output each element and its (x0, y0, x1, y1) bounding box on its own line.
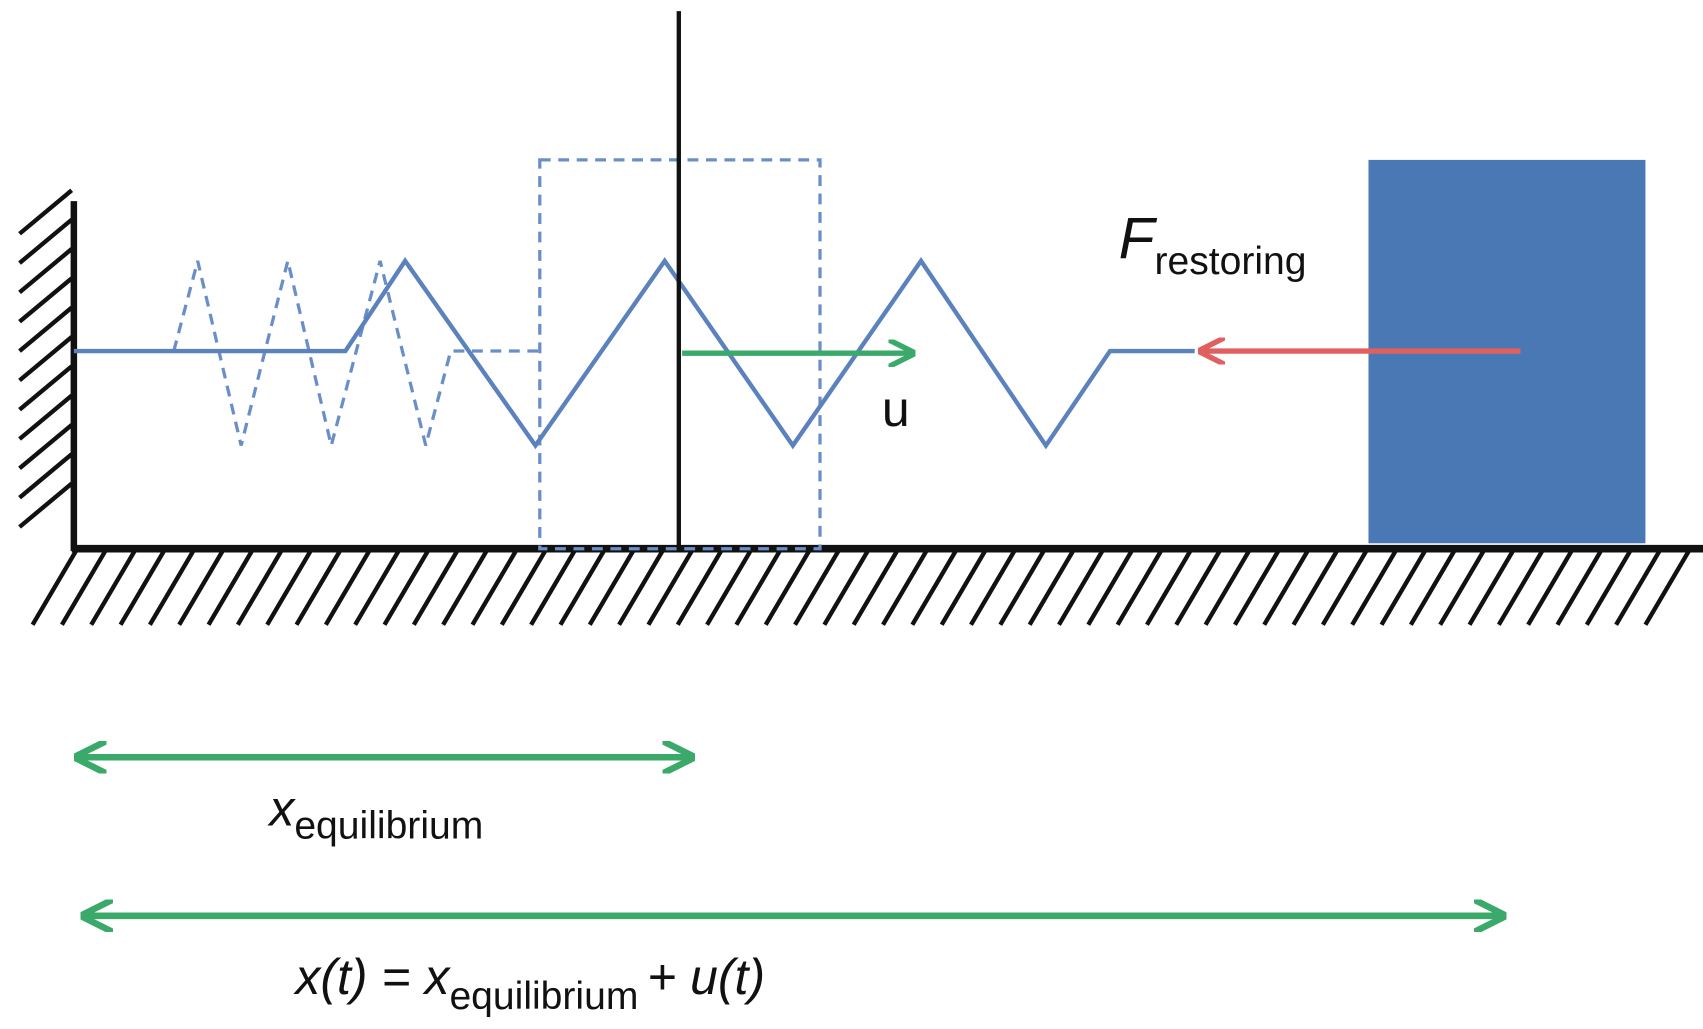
hatch-line (1145, 549, 1193, 626)
hatch-line (294, 549, 342, 626)
hatch-line (235, 549, 284, 626)
hatching (18, 188, 1691, 626)
hatch-line (675, 549, 724, 626)
hatch-line (763, 549, 812, 626)
spring (73, 257, 1195, 450)
hatch-line (1438, 549, 1486, 626)
hatch-line (1379, 549, 1427, 626)
hatch-line (470, 549, 518, 626)
hatch-line (18, 335, 74, 383)
hatch-line (148, 549, 196, 626)
hatch-line (1262, 549, 1310, 626)
hatch-line (1233, 549, 1281, 626)
hatch-line (851, 549, 899, 626)
equilibrium-label: xequilibrium (267, 781, 483, 848)
hatch-line (734, 549, 782, 626)
hatch-line (705, 549, 753, 626)
force-label: Frestoring (1119, 207, 1307, 283)
hatch-line (881, 549, 929, 626)
hatch-line (822, 549, 870, 626)
equilibrium-symbol: x (267, 781, 296, 837)
hatch-line (939, 549, 987, 626)
hatch-line (18, 247, 74, 295)
hatch-line (89, 549, 137, 626)
position-lhs: x(t) = x (293, 949, 451, 1005)
hatch-line (998, 549, 1046, 626)
displacement-label: u (882, 381, 910, 437)
hatch-line (353, 549, 401, 626)
hatch-line (411, 549, 460, 626)
hatch-line (18, 393, 74, 441)
hatch-line (177, 549, 225, 626)
position-subscript: equilibrium (449, 975, 638, 1018)
hatch-line (1320, 549, 1369, 626)
hatch-line (1086, 549, 1134, 626)
position-rhs: + u(t) (647, 949, 765, 1005)
hatch-line (1584, 549, 1633, 626)
hatch-line (265, 549, 313, 626)
hatch-line (1408, 549, 1457, 626)
hatch-line (646, 549, 694, 626)
hatch-line (1643, 549, 1691, 626)
force-subscript: restoring (1154, 240, 1306, 283)
hatch-line (617, 549, 665, 626)
hatch-line (60, 549, 108, 626)
hatch-line (558, 549, 606, 626)
hatch-line (18, 276, 74, 324)
hatch-line (1203, 549, 1251, 626)
hatch-line (1115, 549, 1163, 626)
equilibrium-subscript: equilibrium (294, 805, 483, 848)
hatch-line (587, 549, 636, 626)
hatch-line (18, 481, 74, 529)
hatch-line (18, 305, 74, 353)
hatch-line (1526, 549, 1574, 626)
hatch-line (18, 452, 74, 500)
hatch-line (1174, 549, 1222, 626)
hatch-line (1467, 549, 1515, 626)
hatch-line (441, 549, 489, 626)
hatch-line (323, 549, 372, 626)
position-label: x(t) = xequilibrium + u(t) (293, 949, 765, 1018)
hatch-line (18, 188, 74, 236)
hatch-line (118, 549, 166, 626)
hatch-line (18, 364, 74, 412)
equilibrium-spring (172, 260, 540, 446)
hatch-line (1350, 549, 1398, 626)
hatch-line (793, 549, 841, 626)
hatch-line (969, 549, 1017, 626)
hatch-line (382, 549, 430, 626)
hatch-line (18, 423, 74, 471)
hatch-line (499, 549, 548, 626)
hatch-line (30, 549, 78, 626)
hatch-line (1496, 549, 1545, 626)
hatch-line (910, 549, 958, 626)
hatch-line (206, 549, 254, 626)
hatch-line (529, 549, 577, 626)
hatch-line (1027, 549, 1075, 626)
hatch-line (18, 217, 74, 265)
force-symbol: F (1119, 207, 1158, 272)
hatch-line (1614, 549, 1662, 626)
hatch-line (1291, 549, 1339, 626)
hatch-line (1555, 549, 1603, 626)
hatch-line (1057, 549, 1105, 626)
